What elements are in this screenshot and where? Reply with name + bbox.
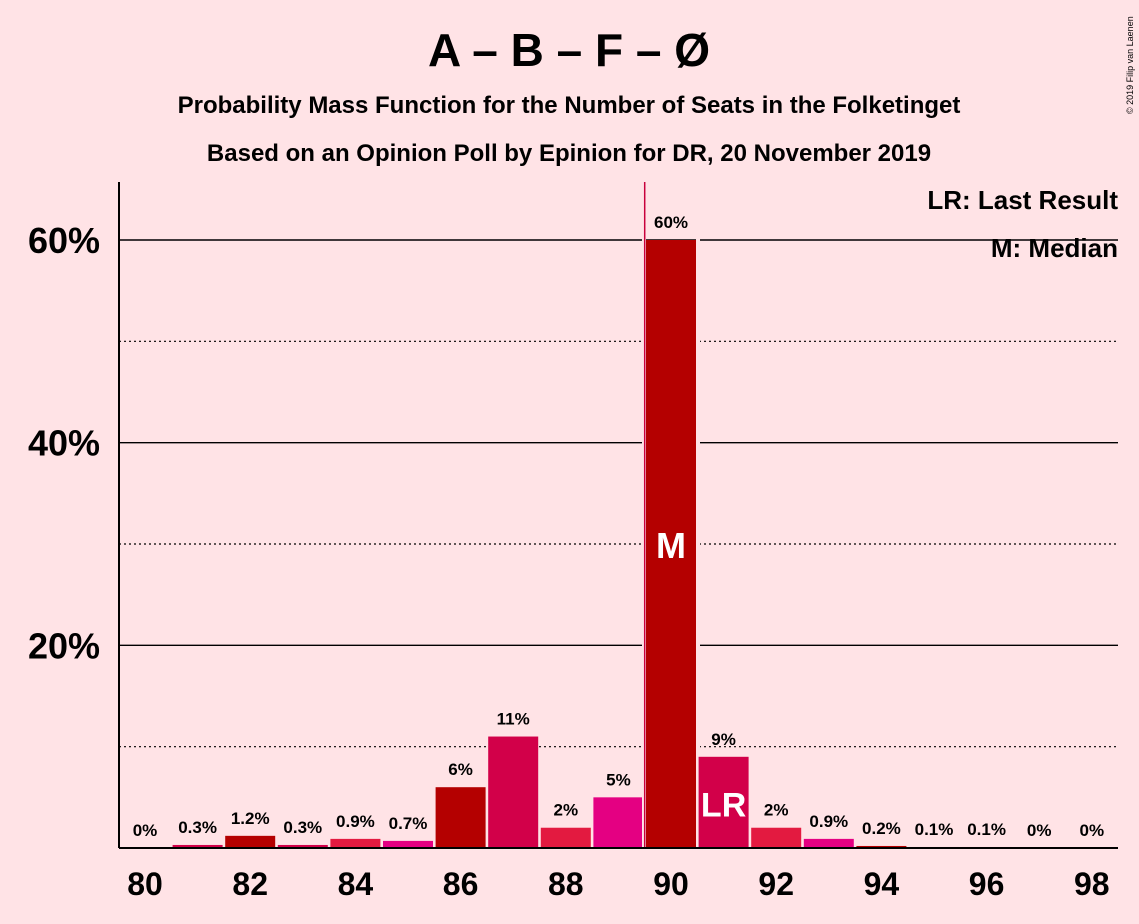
bar <box>330 838 381 848</box>
value-label: 0% <box>133 821 158 840</box>
bar <box>488 736 539 848</box>
value-labels: 0% 0.3% 1.2% 0.3% 0.9% 0.7% 6% 11% 2% 5% 60% 9% 2% 0.… <box>133 213 1104 840</box>
legend-median: M: Median <box>991 233 1118 263</box>
y-tick-label: 40% <box>28 423 100 464</box>
value-label: 2% <box>554 801 579 820</box>
bar <box>383 840 433 848</box>
y-tick-label: 60% <box>28 220 100 261</box>
x-tick-label: 98 <box>1074 866 1110 902</box>
value-label: 11% <box>497 710 530 729</box>
x-tick-labels: 80 82 84 86 88 90 92 94 96 98 <box>127 866 1109 902</box>
bar <box>172 844 223 848</box>
y-tick-labels: 20% 40% 60% <box>28 220 100 666</box>
value-label: 0.9% <box>809 812 848 831</box>
value-label: 6% <box>448 760 473 779</box>
bar-markers: M LR <box>643 182 746 848</box>
bar <box>646 240 696 848</box>
value-label: 9% <box>711 730 736 749</box>
x-tick-label: 86 <box>443 866 479 902</box>
value-label: 0% <box>1080 821 1105 840</box>
bars <box>172 238 1012 848</box>
bar <box>698 756 749 848</box>
x-tick-label: 96 <box>969 866 1005 902</box>
value-label: 60% <box>654 213 688 232</box>
value-label: 0.7% <box>389 814 428 833</box>
median-marker: M <box>656 525 686 566</box>
bar <box>435 787 486 848</box>
bar <box>803 838 854 848</box>
value-label: 5% <box>606 770 631 789</box>
value-label: 0.2% <box>862 819 901 838</box>
value-label: 0.1% <box>967 820 1006 839</box>
value-label: 0.3% <box>178 818 217 837</box>
x-tick-label: 88 <box>548 866 584 902</box>
bar <box>540 827 591 848</box>
legend-last-result: LR: Last Result <box>927 185 1118 215</box>
x-tick-label: 84 <box>338 866 374 902</box>
x-tick-label: 94 <box>864 866 900 902</box>
value-label: 1.2% <box>231 809 270 828</box>
chart-subtitle-2: Based on an Opinion Poll by Epinion for … <box>207 140 931 167</box>
gridlines <box>119 239 1118 748</box>
copyright-note: © 2019 Filip van Laenen <box>1125 16 1135 114</box>
value-label: 0.1% <box>915 820 954 839</box>
value-label: 0% <box>1027 821 1052 840</box>
x-tick-label: 82 <box>232 866 268 902</box>
axes <box>118 182 1118 849</box>
value-label: 2% <box>764 801 789 820</box>
bar <box>593 797 644 848</box>
x-tick-label: 92 <box>758 866 794 902</box>
x-tick-label: 90 <box>653 866 689 902</box>
bar <box>277 844 328 848</box>
chart-subtitle-1: Probability Mass Function for the Number… <box>178 92 961 119</box>
y-tick-label: 20% <box>28 625 100 666</box>
last-result-marker: LR <box>701 786 746 824</box>
value-label: 0.3% <box>283 818 322 837</box>
x-tick-label: 80 <box>127 866 163 902</box>
bar <box>856 845 907 848</box>
value-label: 0.9% <box>336 812 375 831</box>
bar <box>225 835 276 848</box>
chart-title: A – B – F – Ø <box>428 24 710 76</box>
bar <box>751 827 802 848</box>
bar-gap-right <box>696 238 700 848</box>
